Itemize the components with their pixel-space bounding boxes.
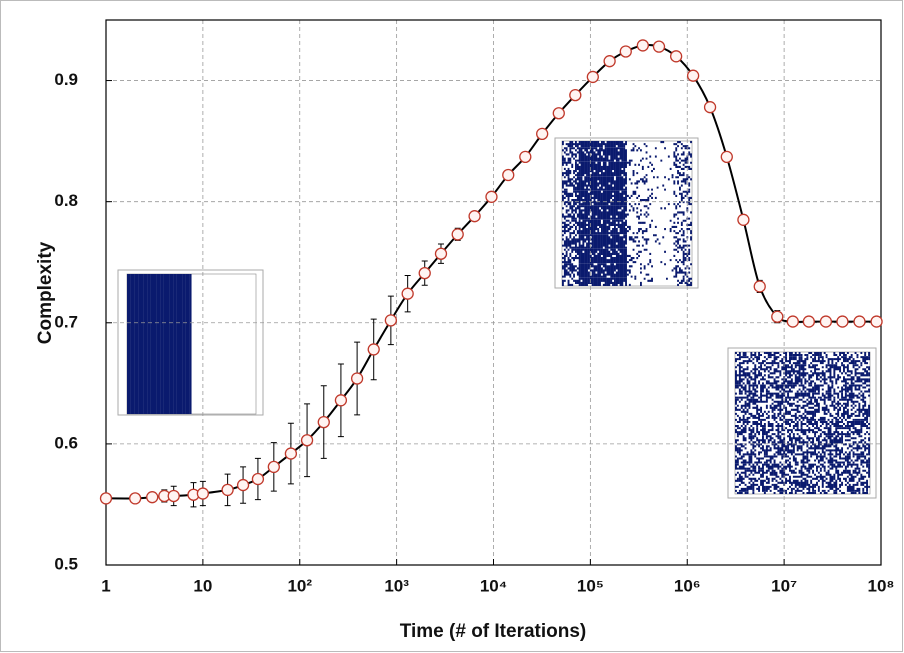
marker <box>636 39 649 52</box>
marker <box>569 88 582 102</box>
inset-pattern <box>127 274 192 414</box>
marker <box>284 447 298 460</box>
marker <box>519 150 532 164</box>
marker <box>129 492 142 505</box>
inset-pattern <box>562 141 692 286</box>
marker <box>619 45 632 58</box>
marker <box>603 55 616 68</box>
marker <box>703 101 717 114</box>
marker <box>267 460 280 474</box>
marker <box>753 280 766 293</box>
marker <box>384 314 398 327</box>
x-tick-label: 10 <box>193 576 212 595</box>
marker <box>334 394 348 407</box>
marker <box>720 150 733 164</box>
x-tick-label: 10⁶ <box>674 576 701 595</box>
x-tick-label: 10³ <box>384 576 409 595</box>
plot-frame <box>105 19 882 566</box>
marker <box>236 478 250 492</box>
x-tick-label: 1 <box>101 576 110 595</box>
y-tick-label: 0.5 <box>54 554 78 573</box>
marker <box>146 491 159 504</box>
marker <box>167 489 180 503</box>
marker <box>196 487 210 500</box>
marker <box>350 372 364 385</box>
marker <box>669 50 683 63</box>
marker <box>251 472 265 486</box>
x-tick-label: 10⁴ <box>480 576 507 595</box>
marker <box>485 190 498 203</box>
marker <box>786 315 799 328</box>
marker <box>468 210 481 223</box>
x-tick-label: 10⁵ <box>577 576 604 595</box>
marker <box>418 266 431 280</box>
marker <box>536 127 549 140</box>
y-tick-label: 0.8 <box>54 191 78 210</box>
marker <box>99 492 113 505</box>
marker <box>771 310 784 323</box>
marker <box>300 434 314 447</box>
x-tick-label: 10⁸ <box>868 576 895 595</box>
x-axis-label: Time (# of Iterations) <box>400 621 587 642</box>
marker <box>652 40 666 53</box>
y-tick-label: 0.6 <box>54 433 78 452</box>
marker <box>552 107 565 120</box>
marker <box>502 168 515 182</box>
marker <box>586 70 599 84</box>
y-tick-label: 0.9 <box>54 70 78 89</box>
x-tick-label: 10⁷ <box>771 576 797 595</box>
inset-pattern <box>735 352 871 495</box>
marker <box>451 228 464 241</box>
marker <box>221 483 234 497</box>
marker <box>737 213 750 226</box>
x-tick-label: 10² <box>287 576 312 595</box>
marker <box>853 315 866 328</box>
y-tick-label: 0.7 <box>54 312 78 331</box>
marker <box>401 287 414 300</box>
insets <box>117 137 877 499</box>
marker <box>317 415 330 429</box>
marker <box>836 315 849 328</box>
marker <box>802 315 816 328</box>
marker <box>686 69 700 82</box>
y-axis-label: Complexity <box>35 241 56 344</box>
marker <box>819 315 833 328</box>
marker <box>434 247 448 260</box>
marker <box>367 343 380 356</box>
marker <box>870 315 883 328</box>
